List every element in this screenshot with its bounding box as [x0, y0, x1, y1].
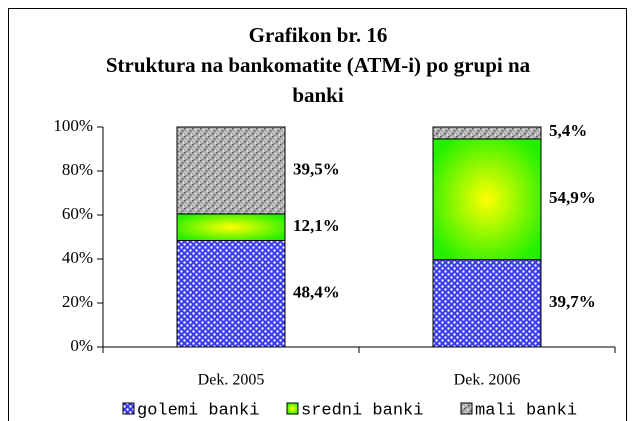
value-label: 5,4% [549, 121, 587, 140]
value-label: 12,1% [293, 216, 340, 235]
bar-segment [432, 138, 542, 261]
chart-title: Grafikon br. 16 [248, 23, 388, 47]
legend-swatch [286, 402, 299, 415]
bar-segment [176, 213, 286, 242]
value-label: 39,5% [293, 159, 340, 178]
bar-segment [432, 259, 542, 348]
value-label: 48,4% [293, 283, 340, 302]
y-tick-label: 60% [62, 204, 93, 223]
legend-label: mali banki [475, 401, 577, 420]
bar-segment [432, 126, 542, 140]
legend-label: golemi banki [137, 401, 259, 420]
x-tick-label: Dek. 2006 [454, 372, 521, 389]
y-tick-label: 100% [53, 116, 93, 135]
chart-border [8, 8, 627, 421]
legend-swatch [122, 402, 135, 415]
value-label: 39,7% [549, 292, 596, 311]
chart-subtitle: Struktura na bankomatite (ATM-i) po grup… [105, 53, 531, 107]
bar-segment [176, 240, 286, 348]
legend-label: sredni banki [301, 401, 423, 420]
bar-segment [176, 126, 286, 215]
chart-title-block: Grafikon br. 16 Struktura na bankomatite… [98, 20, 538, 110]
y-tick-label: 20% [62, 292, 93, 311]
y-tick-label: 80% [62, 160, 93, 179]
value-label: 54,9% [549, 188, 596, 207]
y-tick-label: 40% [62, 248, 93, 267]
y-tick-label: 0% [70, 336, 93, 355]
x-tick-label: Dek. 2005 [198, 372, 265, 389]
legend-swatch [460, 402, 473, 415]
